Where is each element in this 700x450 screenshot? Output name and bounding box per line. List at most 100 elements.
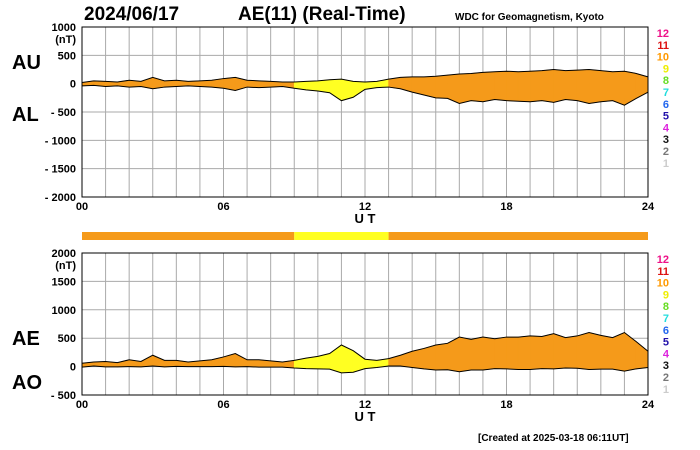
ae-ao-legend-label: 1 [663, 384, 669, 396]
au-al-legend-label: 7 [663, 87, 669, 99]
au-al-fill-segment [199, 79, 213, 88]
ae-ao-legend-label: 10 [657, 278, 669, 290]
au-al-legend-label: 4 [663, 122, 670, 134]
au-al-fill-segment [246, 79, 260, 88]
au-al-legend-label: 6 [663, 99, 669, 111]
au-al-fill-segment [553, 69, 566, 103]
ae-ao-fill-segment [341, 344, 354, 374]
ae-ao-y-tick-label: - 500 [51, 390, 76, 402]
ae-ao-y-tick-label: 2000 [52, 248, 76, 260]
ae-ao-fill-segment [435, 342, 448, 371]
au-al-x-axis-title: U T [355, 211, 376, 226]
ae-label: AE [12, 328, 40, 350]
au-al-fill-segment [470, 72, 484, 103]
au-al-legend-label: 12 [657, 28, 669, 40]
au-al-x-tick-label: 00 [76, 201, 88, 213]
ae-ao-fill-segment [612, 332, 625, 372]
ae-ao-fill-segment [411, 348, 425, 370]
au-al-plot-frame [81, 26, 649, 198]
ae-ao-plot-frame [81, 252, 649, 396]
ae-ao-legend-label: 8 [663, 301, 669, 313]
ae-ao-x-tick-label: 06 [217, 399, 229, 411]
au-al-fill-segment [317, 79, 330, 94]
au-al-fill-segment [635, 73, 649, 99]
ae-ao-fill-segment [246, 359, 260, 368]
created-timestamp: [Created at 2025-03-18 06:11UT] [478, 433, 629, 444]
ae-ao-fill-segment [529, 335, 543, 370]
ae-ao-x-axis-title: U T [355, 409, 376, 424]
au-al-fill-segment [600, 70, 613, 103]
ae-ao-x-tick-label: 18 [500, 399, 512, 411]
au-al-legend-label: 10 [657, 52, 669, 64]
ae-ao-fill-segment [152, 354, 165, 368]
ae-ao-fill-segment [565, 335, 578, 369]
au-al-legend-label: 9 [663, 63, 669, 75]
ae-ao-fill-segment [635, 340, 649, 370]
ae-ao-legend-label: 3 [663, 360, 669, 372]
al-label: AL [12, 104, 39, 126]
ae-ao-legend-label: 12 [657, 254, 669, 266]
ae-ao-legend-label: 9 [663, 289, 669, 301]
au-al-lower-line [81, 84, 649, 106]
au-al-fill-segment [258, 80, 271, 88]
au-al-legend-label: 3 [663, 134, 669, 146]
au-al-y-tick-label: - 2000 [45, 192, 76, 204]
ae-ao-y-unit: (nT) [55, 260, 76, 272]
au-al-x-tick-label: 24 [642, 201, 655, 213]
au-al-fill-segment [482, 71, 496, 103]
au-al-fill-segment [435, 74, 448, 99]
au-al-upper-line [81, 68, 649, 84]
au-al-x-tick-label: 12 [359, 201, 371, 213]
au-al-fill-segment [423, 75, 437, 99]
ae-ao-y-tick-label: 1500 [52, 276, 76, 288]
ae-ao-lower-line [81, 365, 649, 374]
ae-ao-legend-label: 6 [663, 325, 669, 337]
au-al-x-tick-label: 18 [500, 201, 512, 213]
au-al-legend-label: 2 [663, 146, 669, 158]
ae-ao-x-tick-label: 12 [359, 399, 371, 411]
ae-ao-fill-segment [553, 333, 566, 370]
au-al-fill-segment [517, 70, 531, 103]
ae-ao-fill-segment [588, 332, 602, 370]
au-al-fill-segment [588, 69, 602, 104]
au-al-fill-segment [459, 73, 472, 104]
ae-ao-fill-segment [494, 336, 507, 370]
ae-ao-fill-segment [470, 336, 484, 371]
ae-ao-fill-segment [423, 344, 437, 371]
ae-ao-fill-segment [482, 336, 496, 371]
chart-title: AE(11) (Real-Time) [238, 4, 406, 25]
au-al-fill-segment [624, 70, 637, 106]
au-al-legend-label: 8 [663, 75, 669, 87]
ae-ao-x-tick-label: 24 [642, 399, 655, 411]
au-al-y-unit: (nT) [55, 34, 76, 46]
ae-ao-y-tick-label: 0 [70, 362, 76, 374]
credit-text: WDC for Geomagnetism, Kyoto [455, 12, 604, 23]
au-al-fill-segment [400, 76, 413, 93]
au-al-y-tick-label: - 1000 [45, 135, 76, 147]
au-al-fill-segment [612, 70, 625, 106]
ae-ao-fill-segment [517, 335, 531, 370]
au-al-y-tick-label: - 500 [51, 107, 76, 119]
au-al-fill-segment [576, 69, 590, 104]
ae-ao-fill-segment [576, 332, 590, 370]
au-al-y-tick-label: 1000 [52, 22, 76, 34]
au-al-fill-segment [305, 80, 319, 92]
au-al-y-tick-label: 0 [70, 79, 76, 91]
au-al-y-tick-label: - 1500 [45, 164, 76, 176]
ao-label: AO [12, 372, 42, 394]
activity-color-bar-segment [294, 232, 389, 240]
au-al-legend-label: 5 [663, 111, 669, 123]
au-al-fill-segment [529, 70, 543, 103]
activity-color-bar-segment [82, 232, 295, 240]
ae-ao-fill-segment [506, 336, 519, 370]
au-al-fill-segment [541, 69, 554, 103]
ae-ao-fill-segment [234, 353, 248, 368]
activity-color-bar-segment [388, 232, 648, 240]
ae-ao-fill-segment [541, 333, 554, 370]
ae-ao-fill-segment [600, 334, 613, 370]
ae-ao-x-tick-label: 00 [76, 399, 88, 411]
au-al-fill-segment [565, 69, 578, 101]
au-al-x-tick-label: 06 [217, 201, 229, 213]
ae-ao-y-tick-label: 500 [58, 333, 76, 345]
